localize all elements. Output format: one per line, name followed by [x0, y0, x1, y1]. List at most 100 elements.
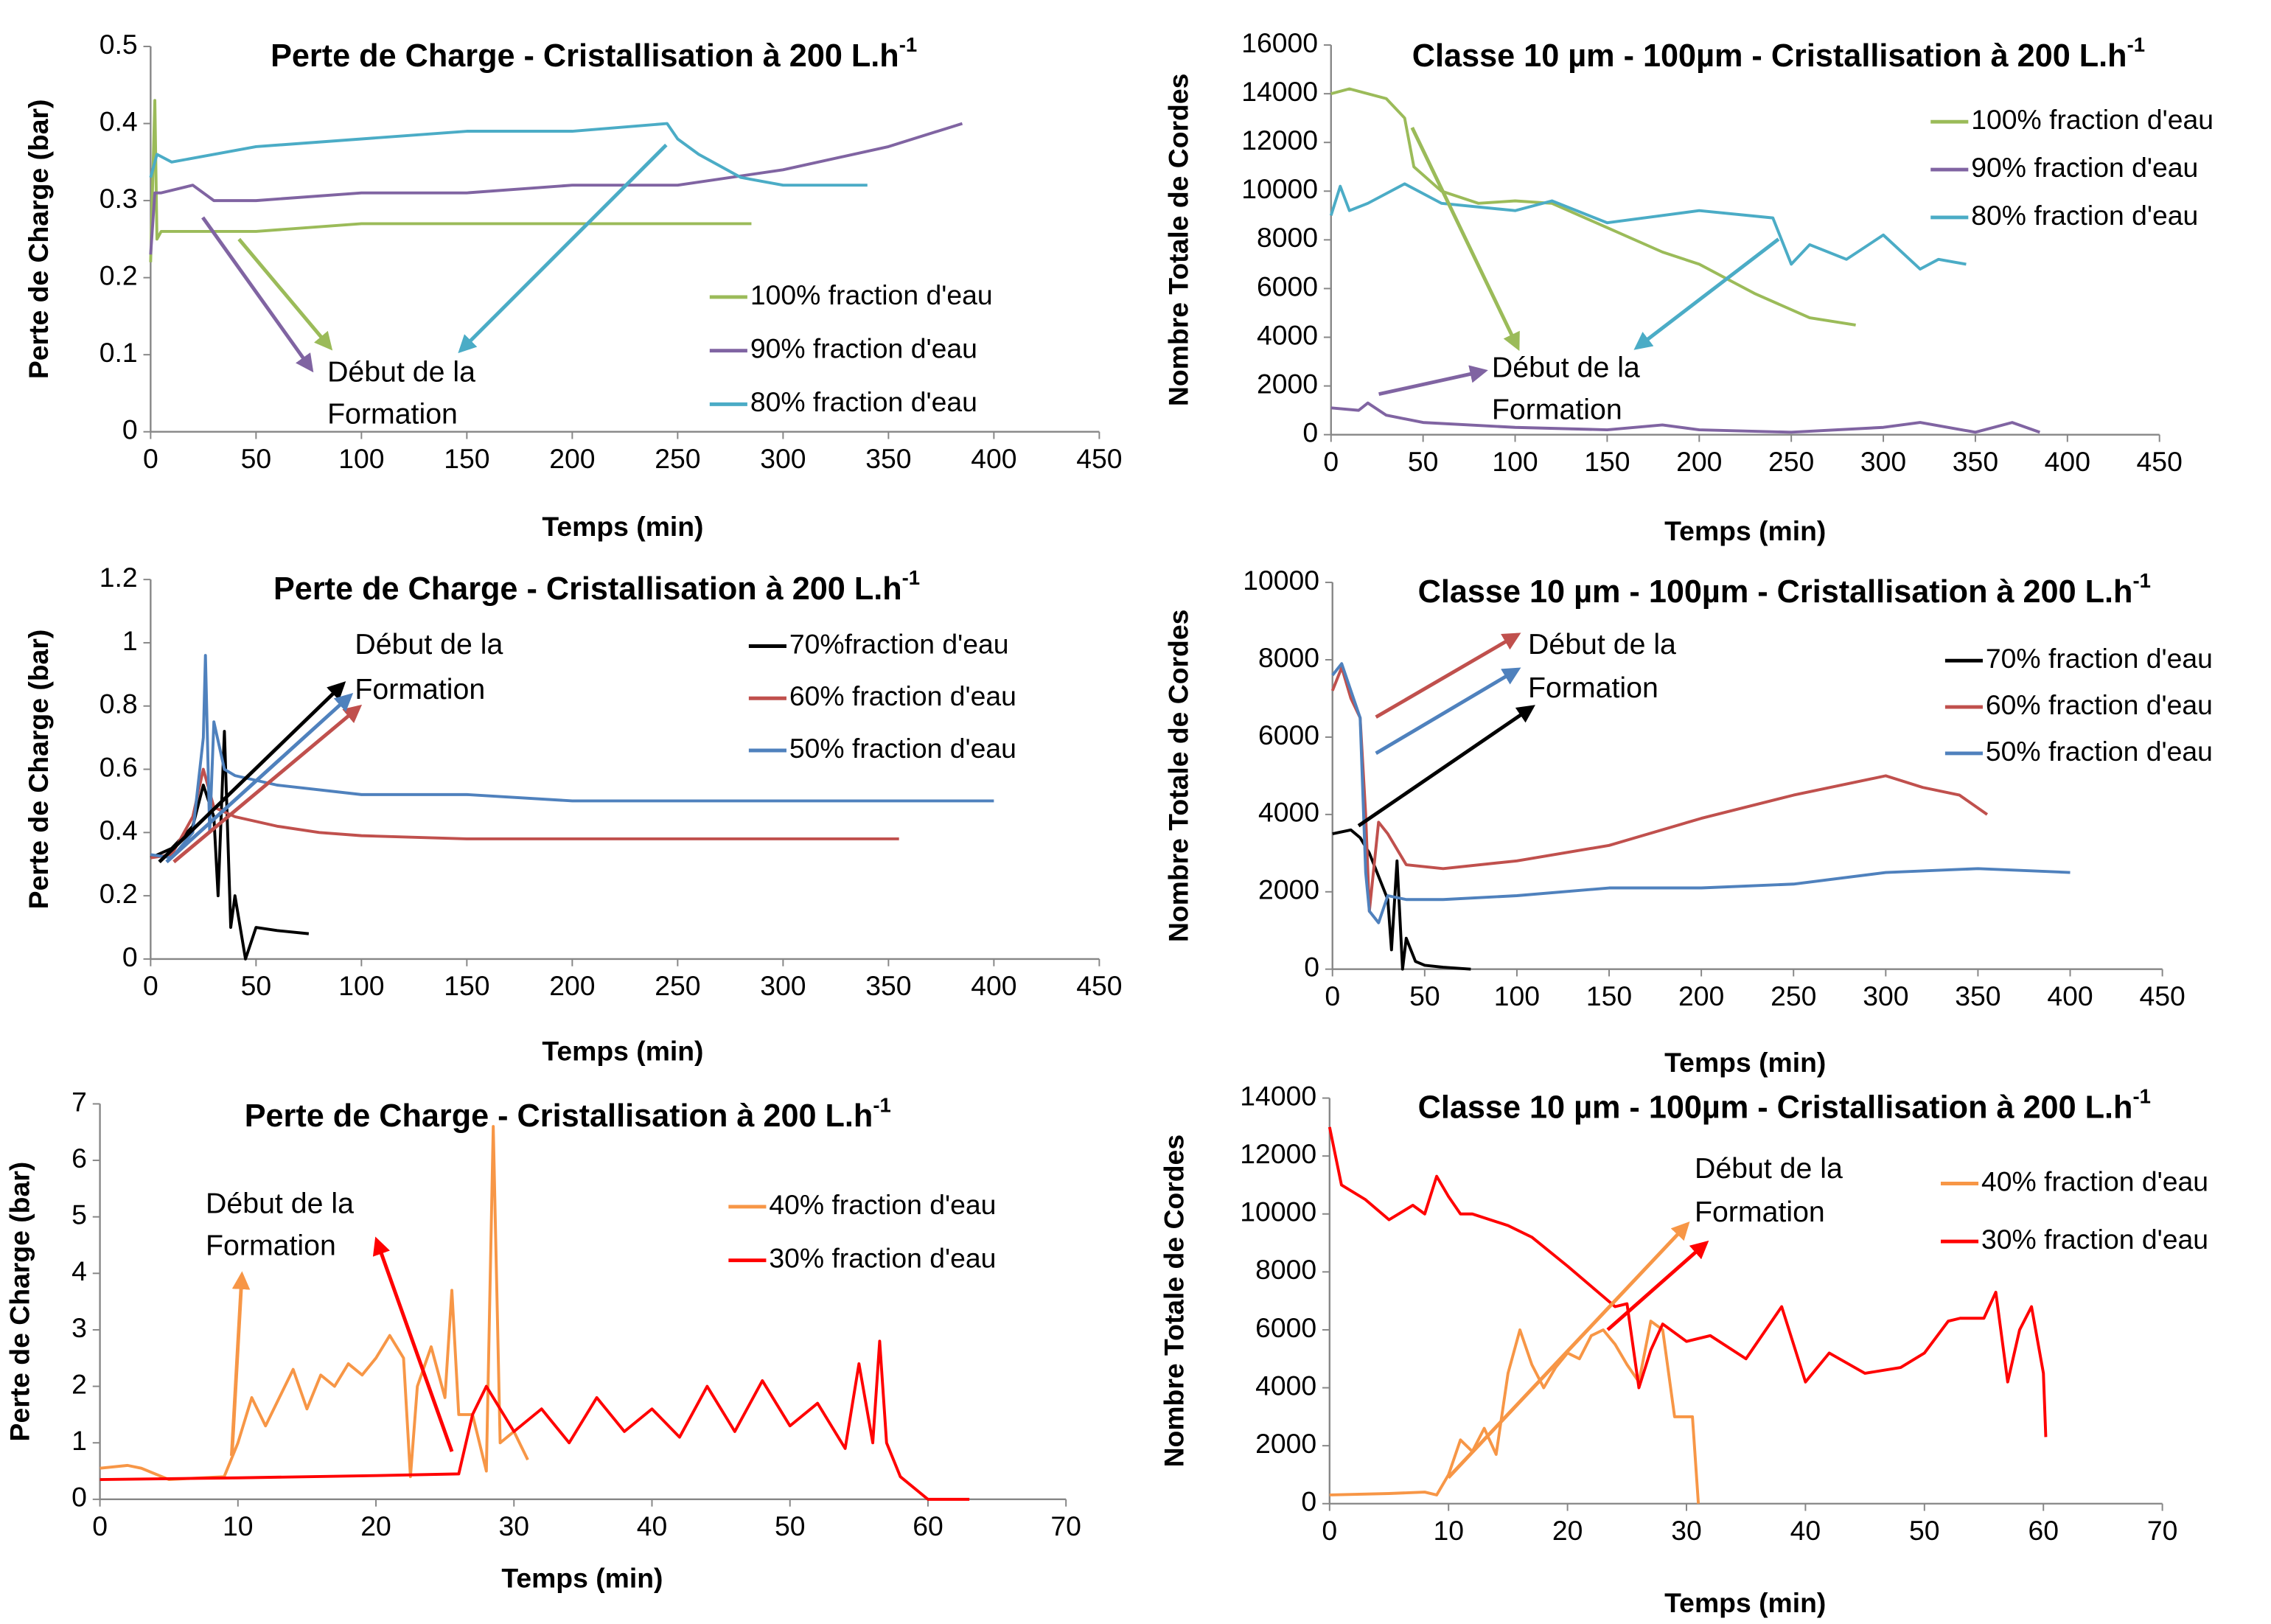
- y-tick-label: 4: [71, 1255, 87, 1286]
- chart-title: Perte de Charge - Cristallisation à 200 …: [245, 1094, 891, 1135]
- annotation: Début de la: [1492, 352, 1640, 384]
- chart-panel: 0 0.1 0.2 0.3 0.4 0.5 0 50 100 150 200 250 300 350 400…: [23, 29, 1123, 542]
- x-tick-label: 70: [2147, 1515, 2178, 1546]
- legend-label: 70% fraction d'eau: [1986, 643, 2213, 674]
- x-tick-label: 40: [1790, 1515, 1821, 1546]
- x-tick-label: 0: [143, 443, 158, 474]
- y-tick-label: 12000: [1241, 125, 1318, 156]
- x-tick-label: 250: [1771, 980, 1816, 1011]
- legend-label: 60% fraction d'eau: [789, 680, 1016, 711]
- x-tick-label: 30: [499, 1510, 530, 1541]
- y-tick-label: 6000: [1257, 271, 1318, 302]
- x-tick-label: 100: [1492, 446, 1538, 477]
- y-axis-label: Perte de Charge (bar): [4, 1162, 35, 1442]
- x-tick-label: 250: [655, 970, 700, 1001]
- annotation: Formation: [1492, 394, 1622, 426]
- y-tick-label: 8000: [1257, 222, 1318, 253]
- series-line: [1332, 828, 1471, 971]
- x-tick-label: 100: [1494, 980, 1540, 1011]
- y-tick-label: 14000: [1240, 1080, 1316, 1111]
- y-tick-label: 1.2: [100, 562, 138, 593]
- x-tick-label: 20: [1552, 1515, 1583, 1546]
- x-tick-label: 40: [637, 1510, 668, 1541]
- annotation-arrow: [1375, 632, 1521, 719]
- x-tick-label: 0: [143, 970, 158, 1001]
- title-text: Classe 10 µm - 100µm - Cristallisation à…: [1412, 38, 2127, 74]
- x-tick-label: 400: [971, 443, 1016, 474]
- title-superscript: -1: [2127, 33, 2145, 56]
- annotation-arrow: [1410, 127, 1520, 352]
- annotation-arrow: [165, 693, 354, 864]
- y-tick-label: 6: [71, 1143, 87, 1174]
- series-line: [1329, 182, 1967, 271]
- y-tick-label: 0: [1304, 952, 1319, 983]
- x-tick-label: 50: [1909, 1515, 1940, 1546]
- y-tick-label: 0.8: [100, 689, 138, 719]
- legend-label: 60% fraction d'eau: [1986, 689, 2213, 720]
- series-line: [100, 1125, 529, 1481]
- x-tick-label: 70: [1050, 1510, 1081, 1541]
- series-line: [149, 122, 868, 187]
- x-tick-label: 50: [1409, 980, 1440, 1011]
- title-superscript: -1: [2132, 569, 2150, 592]
- x-tick-label: 350: [1955, 980, 2000, 1011]
- chart-panel: 0 2000 4000 6000 8000 10000 0 50 100 150 200 250 300…: [1162, 565, 2213, 1078]
- legend-label: 40% fraction d'eau: [769, 1189, 996, 1220]
- x-axis-label: Temps (min): [542, 1036, 703, 1067]
- series-line: [1329, 1320, 1700, 1504]
- chart-title: Perte de Charge - Cristallisation à 200 …: [273, 566, 920, 607]
- title-text: Classe 10 µm - 100µm - Cristallisation à…: [1418, 1090, 2133, 1126]
- title-superscript: -1: [902, 566, 920, 589]
- x-tick-label: 100: [338, 443, 384, 474]
- x-tick-label: 400: [2045, 446, 2090, 477]
- y-tick-label: 0.4: [100, 105, 138, 136]
- title-superscript: -1: [873, 1094, 890, 1117]
- y-tick-label: 0.3: [100, 183, 138, 214]
- legend-label: 100% fraction d'eau: [750, 279, 993, 310]
- annotation: Début de la: [1695, 1152, 1843, 1185]
- x-tick-label: 450: [1076, 970, 1122, 1001]
- chart-title: Perte de Charge - Cristallisation à 200 …: [271, 33, 917, 74]
- x-tick-label: 350: [865, 443, 911, 474]
- annotation: Début de la: [327, 355, 475, 388]
- annotation-arrow: [1375, 667, 1521, 756]
- x-tick-label: 300: [1863, 980, 1908, 1011]
- annotation-arrow: [458, 143, 668, 354]
- series-line: [150, 654, 994, 860]
- chart-panel: 0 0.2 0.4 0.6 0.8 1 1.2 0 50 100 150 200 250 300 350 40…: [23, 562, 1123, 1067]
- x-tick-label: 450: [2137, 446, 2183, 477]
- chart-panel: 0 2000 4000 6000 8000 10000 12000 14000 16000 0 50…: [1162, 27, 2214, 546]
- y-tick-label: 1: [122, 625, 138, 656]
- x-tick-label: 200: [1678, 980, 1724, 1011]
- x-tick-label: 20: [360, 1510, 391, 1541]
- x-tick-label: 350: [1953, 446, 1998, 477]
- y-tick-label: 2000: [1258, 874, 1319, 905]
- x-tick-label: 150: [1586, 980, 1632, 1011]
- y-tick-label: 0: [1302, 417, 1318, 447]
- annotation: Formation: [327, 397, 458, 430]
- annotation: Formation: [1528, 672, 1658, 704]
- y-axis-label: Nombre Totale de Cordes: [1162, 610, 1193, 942]
- annotation-arrow: [229, 1271, 251, 1457]
- y-tick-label: 0: [122, 414, 138, 445]
- title-superscript: -1: [2132, 1085, 2150, 1108]
- y-tick-label: 5: [71, 1199, 87, 1230]
- x-tick-label: 200: [549, 443, 595, 474]
- series-line: [1328, 1126, 2048, 1437]
- y-tick-label: 0.1: [100, 337, 138, 368]
- x-axis-label: Temps (min): [542, 511, 703, 542]
- x-tick-label: 250: [655, 443, 700, 474]
- legend-label: 50% fraction d'eau: [789, 733, 1016, 764]
- y-tick-label: 4000: [1257, 319, 1318, 350]
- x-tick-label: 250: [1768, 446, 1814, 477]
- legend-label: 30% fraction d'eau: [1981, 1224, 2208, 1255]
- legend-label: 90% fraction d'eau: [1971, 152, 2198, 183]
- chart-title: Classe 10 µm - 100µm - Cristallisation à…: [1418, 569, 2151, 610]
- legend-label: 100% fraction d'eau: [1971, 104, 2214, 135]
- x-tick-label: 50: [1408, 446, 1439, 477]
- chart-title: Classe 10 µm - 100µm - Cristallisation à…: [1412, 33, 2145, 74]
- y-tick-label: 6000: [1255, 1312, 1316, 1343]
- x-tick-label: 10: [1433, 1515, 1464, 1546]
